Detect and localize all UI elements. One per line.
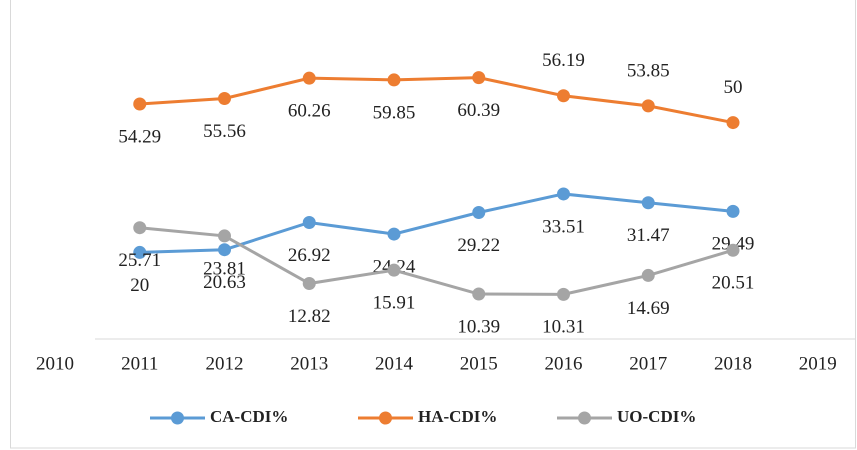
x-tick-label: 2012	[206, 353, 244, 374]
data-label: 60.26	[288, 101, 331, 122]
legend-label: UO-CDI%	[617, 407, 696, 426]
point	[641, 99, 655, 113]
legend-marker	[171, 411, 184, 425]
legend-label: HA-CDI%	[418, 407, 497, 426]
data-label: 31.47	[627, 225, 670, 246]
point	[133, 221, 147, 235]
data-label: 55.56	[203, 121, 246, 142]
point	[726, 204, 740, 218]
point	[557, 187, 570, 201]
data-label: 20.63	[203, 272, 246, 293]
x-tick-label: 2015	[460, 353, 498, 374]
point	[387, 227, 401, 241]
point	[387, 73, 401, 87]
data-label: 15.91	[373, 292, 416, 313]
point	[726, 116, 740, 130]
point	[472, 287, 486, 301]
point	[557, 287, 570, 301]
point	[472, 71, 486, 85]
x-tick-label: 2011	[121, 353, 158, 374]
x-tick-label: 2018	[714, 353, 752, 374]
x-tick-label: 2016	[545, 353, 583, 374]
data-label: 59.85	[373, 102, 416, 123]
series-line	[139, 226, 734, 296]
x-tick-label: 2019	[799, 353, 837, 374]
legend-marker	[379, 411, 392, 425]
data-label: 26.92	[288, 245, 331, 266]
point	[557, 89, 570, 103]
point	[133, 245, 147, 259]
data-label: 25.71	[118, 250, 161, 271]
series-line	[139, 76, 734, 125]
data-label: 23.81	[203, 258, 246, 279]
point	[472, 206, 486, 220]
data-label: 10.31	[542, 317, 585, 338]
point	[302, 277, 316, 291]
point	[218, 92, 231, 106]
data-label: 29.22	[457, 235, 500, 256]
data-label: 50	[724, 77, 743, 98]
chart-border	[10, 0, 856, 449]
data-label: 56.19	[542, 50, 585, 71]
x-tick-label: 2014	[375, 353, 414, 374]
data-label: 14.69	[627, 298, 670, 319]
point	[726, 243, 740, 257]
point	[641, 196, 655, 210]
legend-marker	[578, 411, 591, 425]
data-label: 12.82	[288, 306, 331, 327]
data-label: 53.85	[627, 60, 670, 81]
x-tick-label: 2010	[36, 353, 74, 374]
x-tick-label: 2017	[629, 353, 667, 374]
legend-label: CA-CDI%	[210, 407, 288, 426]
data-label: 20	[130, 275, 149, 296]
point	[133, 97, 147, 111]
point	[302, 71, 316, 85]
point	[218, 243, 231, 257]
point	[641, 268, 655, 282]
data-label: 10.39	[457, 316, 500, 337]
point	[387, 263, 401, 277]
data-label: 54.29	[118, 126, 161, 147]
x-tick-label: 2013	[290, 353, 328, 374]
point	[218, 229, 231, 243]
data-label: 60.39	[457, 100, 500, 121]
data-label: 33.51	[542, 216, 585, 237]
data-label: 20.51	[712, 273, 755, 294]
point	[302, 215, 316, 229]
